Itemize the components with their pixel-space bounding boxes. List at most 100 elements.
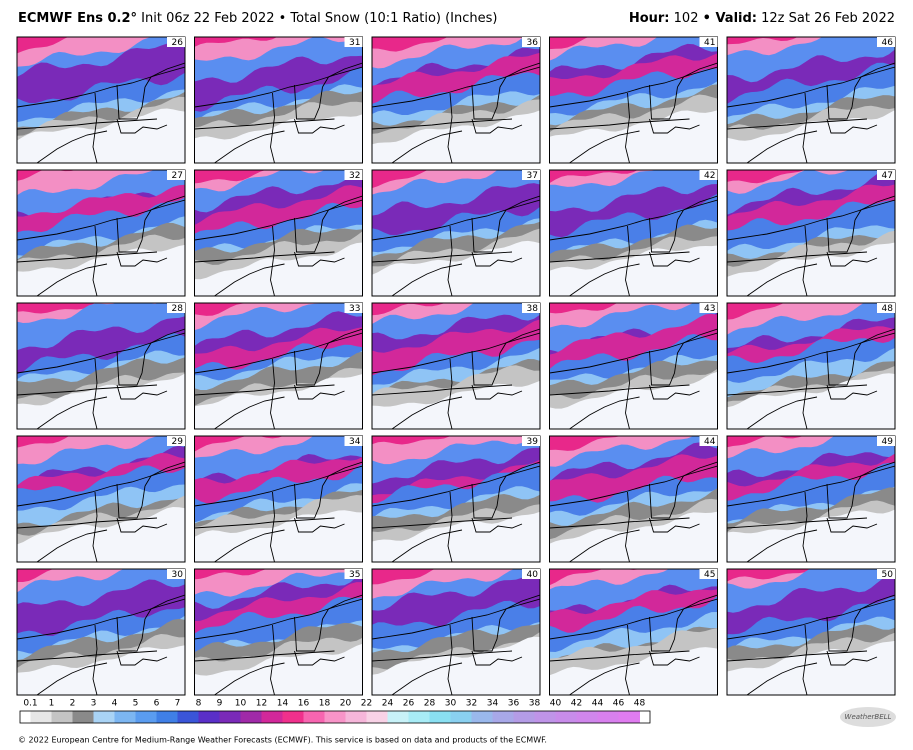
legend-label: 36 xyxy=(508,699,520,709)
state-border xyxy=(625,92,630,163)
state-border xyxy=(194,650,335,662)
member-number: 37 xyxy=(527,171,538,181)
legend-swatch xyxy=(282,711,304,723)
state-border xyxy=(391,662,463,695)
state-border xyxy=(194,517,335,529)
legend-swatch xyxy=(177,711,199,723)
map-panel: 45 xyxy=(549,568,718,696)
map-field xyxy=(549,37,718,163)
member-bg xyxy=(167,303,185,313)
state-border xyxy=(322,461,363,487)
state-border xyxy=(826,650,878,666)
snow-band xyxy=(194,510,363,562)
legend-label: 5 xyxy=(133,699,139,709)
state-border xyxy=(727,66,895,108)
state-border xyxy=(214,662,285,695)
member-bg xyxy=(699,569,718,579)
map-panel: 32 xyxy=(194,169,363,297)
state-border xyxy=(746,396,818,429)
legend-label: 7 xyxy=(175,699,181,709)
state-border xyxy=(471,217,501,253)
panel-border xyxy=(194,302,363,430)
state-border xyxy=(826,350,856,386)
legend-swatch xyxy=(492,711,514,723)
panel-border xyxy=(371,169,541,297)
state-border xyxy=(499,62,540,88)
legend-label: 30 xyxy=(445,699,457,709)
member-bg xyxy=(877,436,895,446)
member-number: 36 xyxy=(527,38,539,48)
state-border xyxy=(322,195,363,221)
state-border xyxy=(270,225,275,296)
map-field xyxy=(17,569,185,695)
member-bg xyxy=(167,170,185,180)
state-border xyxy=(649,483,678,519)
snow-band xyxy=(17,244,185,296)
state-border xyxy=(372,384,513,396)
map-field xyxy=(17,436,185,562)
panel-border xyxy=(726,169,896,297)
member-number: 49 xyxy=(882,437,894,447)
legend-label: 18 xyxy=(319,699,331,709)
map-panel: 42 xyxy=(549,169,718,297)
member-bg xyxy=(699,303,718,313)
state-border xyxy=(499,328,540,354)
state-border xyxy=(36,130,108,163)
state-border xyxy=(372,199,540,241)
state-border xyxy=(826,616,856,652)
legend-swatch xyxy=(387,711,409,723)
map-panel: 46 xyxy=(726,36,896,164)
member-number: 44 xyxy=(704,437,716,447)
member-number: 38 xyxy=(527,304,539,314)
state-border xyxy=(471,350,501,386)
panel-border xyxy=(726,568,896,696)
snow-band xyxy=(727,373,895,429)
state-border xyxy=(826,384,878,400)
panel-border xyxy=(549,435,718,563)
snow-band xyxy=(549,245,718,296)
state-border xyxy=(447,491,453,562)
model: ECMWF Ens 0.2° xyxy=(18,11,137,26)
map-panel: 48 xyxy=(726,302,896,430)
footer: © 2022 European Centre for Medium-Range … xyxy=(18,736,547,745)
state-border xyxy=(270,624,275,695)
state-border xyxy=(92,358,98,429)
map-panel: 27 xyxy=(16,169,186,297)
state-border xyxy=(36,529,108,562)
state-border xyxy=(116,517,168,533)
state-border xyxy=(625,624,630,695)
map-field xyxy=(549,170,718,296)
legend-label: 48 xyxy=(634,699,646,709)
legend-label: 14 xyxy=(277,699,289,709)
state-border xyxy=(322,594,363,620)
map-panel: 40 xyxy=(371,568,541,696)
snow-band xyxy=(727,110,895,163)
state-border xyxy=(116,350,146,386)
state-border xyxy=(549,598,718,640)
panel-border xyxy=(16,435,186,563)
member-bg xyxy=(522,303,540,313)
state-border xyxy=(625,491,630,562)
member-bg xyxy=(877,569,895,579)
state-border xyxy=(36,396,108,429)
map-panel: 35 xyxy=(194,568,363,696)
state-border xyxy=(194,598,363,640)
state-border xyxy=(447,358,453,429)
panel-border xyxy=(194,568,363,696)
state-border xyxy=(649,217,678,253)
state-border xyxy=(649,84,678,120)
map-panel: 39 xyxy=(371,435,541,563)
legend-swatch xyxy=(471,711,493,723)
legend-label: 0.1 xyxy=(23,699,37,709)
panel-border xyxy=(549,568,718,696)
panel-border xyxy=(549,169,718,297)
state-border xyxy=(144,328,185,354)
member-number: 35 xyxy=(349,570,360,580)
state-border xyxy=(649,384,700,400)
map-field xyxy=(194,303,363,429)
snow-band xyxy=(17,507,185,562)
state-border xyxy=(294,217,323,253)
state-border xyxy=(471,650,523,666)
map-panel: 26 xyxy=(16,36,186,164)
state-border xyxy=(569,662,640,695)
